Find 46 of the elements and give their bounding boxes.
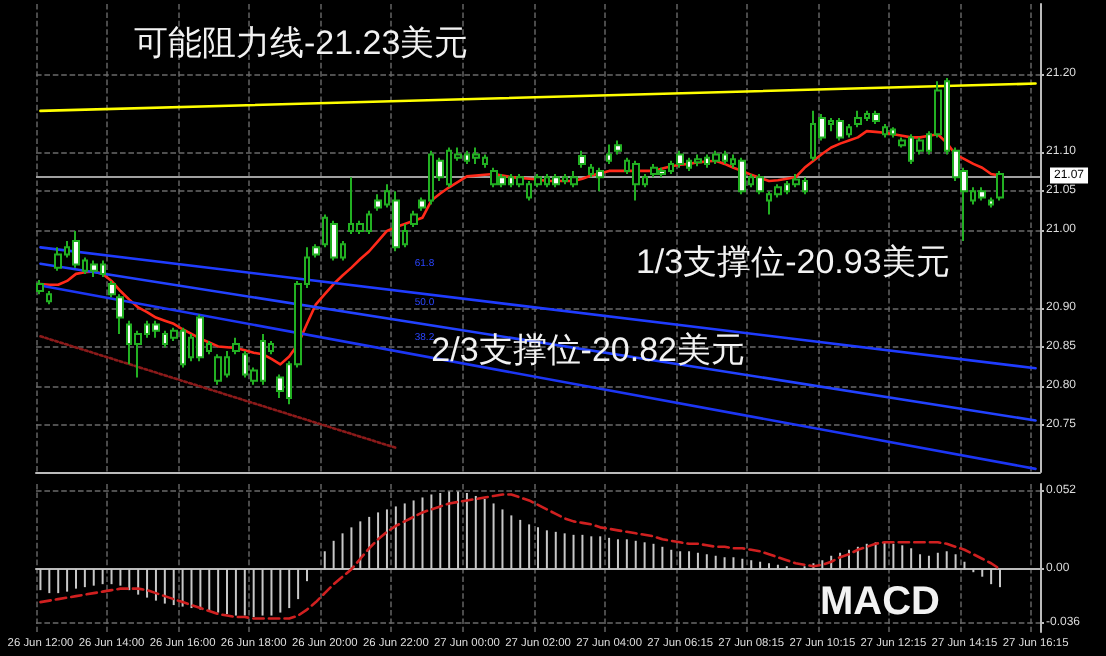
candlestick xyxy=(606,143,612,165)
candlestick xyxy=(54,246,62,272)
candlestick xyxy=(134,329,142,379)
candlestick xyxy=(472,146,480,165)
candlestick xyxy=(632,159,640,202)
candlestick xyxy=(312,243,320,259)
candlestick xyxy=(756,173,764,196)
text: MACD xyxy=(820,580,941,624)
candlestick xyxy=(872,109,880,126)
candlestick xyxy=(890,126,896,139)
candlestick xyxy=(196,313,204,363)
line-series xyxy=(39,493,1002,620)
candlestick xyxy=(738,156,746,196)
candlestick xyxy=(614,139,622,156)
candlestick xyxy=(658,166,666,179)
candlestick xyxy=(498,173,506,189)
candlestick xyxy=(410,209,418,229)
candlestick xyxy=(792,173,800,189)
candlestick xyxy=(214,353,222,386)
text: 可能阻力线-21.23美元 xyxy=(134,24,469,62)
candlestick xyxy=(392,190,400,253)
candlestick xyxy=(570,169,578,189)
candlestick xyxy=(90,259,98,278)
candlestick xyxy=(596,166,604,193)
candlestick xyxy=(46,290,52,306)
candlestick xyxy=(916,136,924,156)
candlestick xyxy=(232,336,240,356)
candlestick xyxy=(578,149,586,169)
candlestick xyxy=(882,123,888,139)
candlestick xyxy=(650,162,658,179)
candlestick xyxy=(330,219,338,262)
annotation: 1/3支撑位-20.93美元 xyxy=(635,243,950,282)
candlestick xyxy=(152,319,160,339)
candlestick xyxy=(676,149,684,169)
candlestick xyxy=(978,186,986,202)
candlestick xyxy=(490,166,498,189)
candlestick xyxy=(854,109,862,129)
line-series xyxy=(39,129,1002,366)
candlestick xyxy=(72,229,80,269)
candlestick xyxy=(712,149,720,165)
candlestick xyxy=(836,116,844,142)
candlestick xyxy=(552,173,560,189)
candlestick xyxy=(36,279,44,296)
candlestick xyxy=(988,196,994,209)
candlestick xyxy=(996,169,1004,202)
candlestick xyxy=(694,153,702,168)
